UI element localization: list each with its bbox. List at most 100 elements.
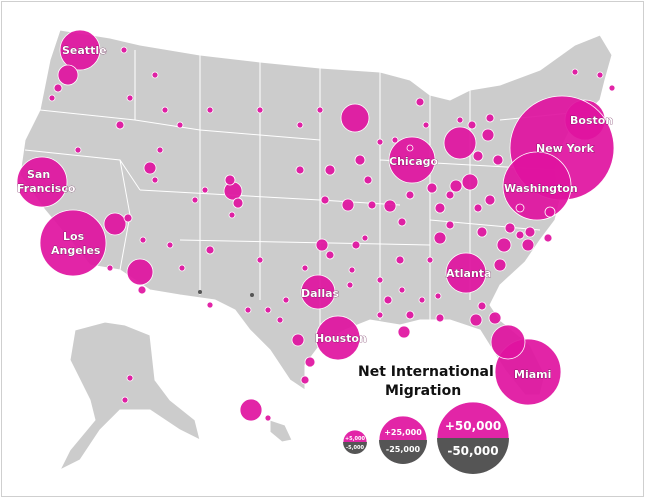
hawaii	[269, 419, 293, 443]
small-bubble	[205, 245, 215, 255]
minneapolis-bubble	[340, 103, 370, 133]
small-bubble	[53, 83, 63, 93]
small-bubble	[544, 206, 556, 218]
small-bubble	[433, 231, 447, 245]
small-bubble	[426, 256, 434, 264]
small-bubble	[151, 176, 159, 184]
legend-small-negative-label: -5,000	[346, 445, 364, 451]
small-bubble	[324, 164, 336, 176]
small-bubble	[405, 310, 415, 320]
small-bubble	[405, 190, 415, 200]
small-bubble	[264, 414, 272, 422]
atlanta-label: Atlanta	[446, 267, 491, 280]
small-bubble	[398, 286, 406, 294]
small-bubble	[492, 154, 504, 166]
city-bubbles	[16, 29, 615, 422]
small-bubble	[521, 238, 535, 252]
small-bubble	[106, 264, 114, 272]
small-bubble	[395, 255, 405, 265]
small-bubble	[608, 84, 616, 92]
legend-medium-positive-label: +25,000	[384, 428, 422, 437]
los-angeles-label-1: Los	[63, 230, 85, 243]
legend-medium-negative-label: -25,000	[386, 445, 421, 454]
small-bubble	[434, 292, 442, 300]
small-bubble	[493, 258, 507, 272]
small-bubble	[434, 202, 446, 214]
small-bubble	[228, 211, 236, 219]
small-bubble	[354, 154, 366, 166]
small-bubble	[256, 256, 264, 264]
small-bubble	[320, 195, 330, 205]
small-bubble	[469, 313, 483, 327]
negative-bubble	[198, 290, 202, 294]
dallas-bubble	[300, 274, 336, 310]
seattle-bubble	[59, 29, 101, 71]
los-angeles-bubble	[39, 209, 107, 277]
small-bubble	[48, 94, 56, 102]
small-bubble	[524, 226, 536, 238]
small-bubble	[315, 238, 329, 252]
small-bubble	[126, 94, 134, 102]
small-bubble	[426, 182, 438, 194]
small-bubble	[449, 179, 463, 193]
small-bubble	[596, 71, 604, 79]
small-bubble	[115, 120, 125, 130]
small-bubble	[316, 106, 324, 114]
small-bubble	[232, 197, 244, 209]
small-bubble	[151, 71, 159, 79]
dallas-label: Dallas	[301, 287, 340, 300]
legend-small-negative	[343, 442, 367, 454]
small-bubble	[120, 46, 128, 54]
small-bubble	[445, 190, 455, 200]
small-bubble	[341, 198, 355, 212]
small-bubble	[376, 311, 384, 319]
small-bubble	[206, 106, 214, 114]
small-bubble	[367, 200, 377, 210]
small-bubble	[485, 113, 495, 123]
small-bubble	[143, 161, 157, 175]
small-city-bubbles	[48, 46, 616, 422]
small-bubble	[476, 226, 488, 238]
small-bubble	[300, 375, 310, 385]
small-bubble	[201, 186, 209, 194]
small-bubble	[301, 264, 309, 272]
small-bubble	[397, 217, 407, 227]
small-bubble	[477, 301, 487, 311]
small-bubble	[472, 150, 484, 162]
small-bubble	[496, 237, 512, 253]
small-bubble	[291, 333, 305, 347]
los-angeles-label-2: Angeles	[51, 244, 101, 257]
small-bubble	[206, 301, 214, 309]
houston-bubble	[315, 315, 361, 361]
phoenix-bubble	[126, 258, 154, 286]
chicago-label: Chicago	[389, 155, 438, 168]
seattle-label: Seattle	[62, 44, 107, 57]
small-bubble	[346, 281, 354, 289]
small-bubble	[515, 230, 525, 240]
denver-bubble	[223, 181, 243, 201]
small-bubble	[351, 240, 361, 250]
small-bubble	[363, 175, 373, 185]
houston-label: Houston	[315, 332, 367, 345]
small-bubble	[121, 396, 129, 404]
legend-title-line2: Migration	[385, 383, 461, 399]
boston-label: Boston	[570, 114, 613, 127]
washington-label: Washington	[504, 182, 578, 195]
small-bubble	[161, 106, 169, 114]
portland-bubble	[57, 64, 79, 86]
small-bubble	[484, 194, 496, 206]
legend-large-positive-label: +50,000	[445, 419, 501, 433]
san-francisco-bubble	[16, 156, 68, 208]
small-bubble	[191, 196, 199, 204]
small-bubble	[137, 285, 147, 295]
legend-large-negative-label: -50,000	[447, 444, 498, 458]
miami-label: Miami	[514, 368, 551, 381]
small-bubble	[406, 144, 414, 152]
small-bubble	[515, 203, 525, 213]
small-bubble	[276, 316, 284, 324]
legend-item-medium: +25,000 -25,000	[378, 415, 428, 465]
small-bubble	[473, 203, 483, 213]
small-bubble	[376, 138, 384, 146]
small-bubble	[467, 120, 477, 130]
small-bubble	[348, 266, 356, 274]
